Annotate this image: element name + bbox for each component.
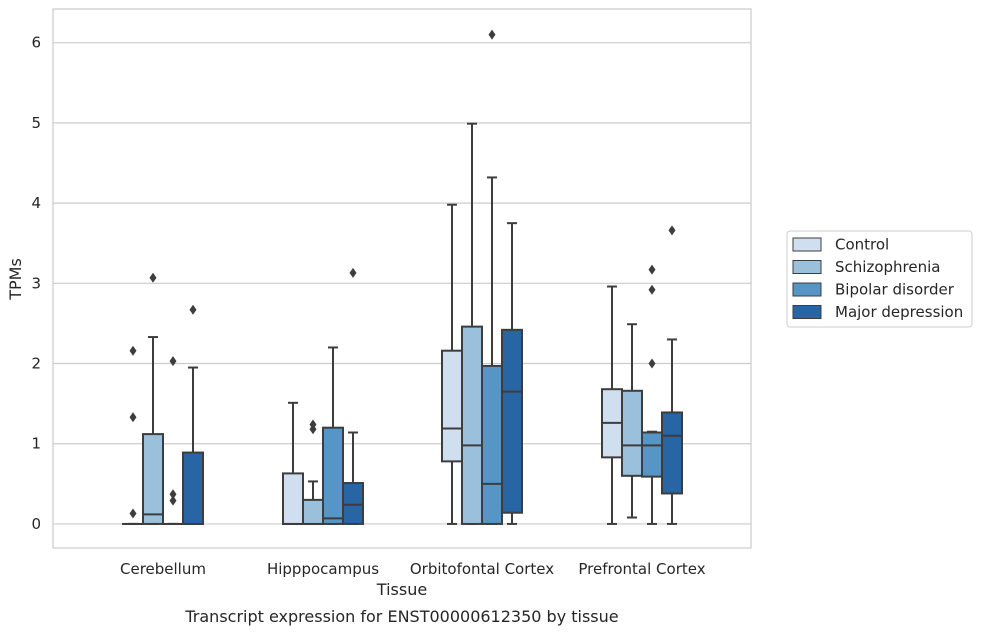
y-tick-label-0: 0 [31,515,41,533]
y-tick-label-3: 3 [31,274,41,292]
flier-1 [648,358,656,369]
box-body [481,364,503,525]
x-tick-labels: Cerebellum Hipppocampus Orbitofontal Corte… [120,560,706,578]
x-tick-label-2: Hipppocampus [267,560,379,578]
legend-label: Schizophrenia [835,258,940,276]
box-2-4 [621,323,643,519]
box-4-3 [501,222,523,525]
x-tick-label-1: Cerebellum [120,560,206,578]
legend-item-1: Control [792,236,889,254]
box-body [282,472,304,525]
box-body [302,498,324,525]
legend-label: Control [835,236,889,254]
flier-3 [648,264,656,275]
box-body [661,411,683,495]
chart-title: Transcript expression for ENST0000061235… [184,607,618,626]
box-body [182,451,204,525]
legend-swatch [792,305,822,319]
box-2-2 [302,419,324,525]
legend-item-4: Major depression [792,303,963,321]
flier-1 [169,495,177,506]
x-axis-label: Tissue [376,580,427,599]
legend-label: Bipolar disorder [835,281,955,299]
box-body [441,349,463,463]
flier-3 [129,345,137,356]
box-body [461,325,483,525]
box-body [142,433,164,525]
box-2-1 [142,272,164,525]
plot-frame [52,8,752,549]
legend-swatch [792,282,822,297]
box-4-4 [661,225,683,525]
y-tick-label-6: 6 [31,34,41,52]
box-3-4 [641,264,663,525]
flier-1 [349,267,357,278]
boxes [122,29,683,525]
y-tick-labels: 0 1 2 3 4 5 6 [31,34,41,533]
y-axis-label: TPMs [6,258,25,301]
legend-label: Major depression [835,303,963,321]
box-3-2 [322,346,344,525]
legend-item-3: Bipolar disorder [792,281,955,299]
box-body [641,431,663,478]
flier-3 [169,356,177,367]
flier-2 [129,412,137,423]
legend-item-2: Schizophrenia [792,258,940,276]
y-tick-label-1: 1 [31,435,41,453]
box-body [342,482,364,525]
box-3-1 [162,356,184,525]
y-tick-label-2: 2 [31,355,41,373]
box-body [322,426,344,525]
x-tick-label-4: Prefrontal Cortex [578,560,705,578]
legend-frame [786,230,973,328]
box-body [501,328,523,514]
flier-1 [189,304,197,315]
flier-1 [488,29,496,40]
box-4-2 [342,267,364,525]
flier-2 [169,489,177,500]
x-tick-label-3: Orbitofontal Cortex [410,560,554,578]
flier-1 [668,225,676,236]
legend: Control Schizophrenia Bipolar disorder Majo… [786,230,973,328]
flier-1 [129,508,137,519]
flier-2 [309,419,317,430]
legend-swatch [792,237,822,252]
box-1-2 [282,401,304,525]
box-body [621,389,643,477]
box-1-3 [441,203,463,525]
flier-1 [149,272,157,283]
y-tick-label-4: 4 [31,194,41,212]
y-tick-label-5: 5 [31,114,41,132]
legend-swatch [792,260,822,274]
flier-2 [648,284,656,295]
box-4-1 [182,304,204,525]
